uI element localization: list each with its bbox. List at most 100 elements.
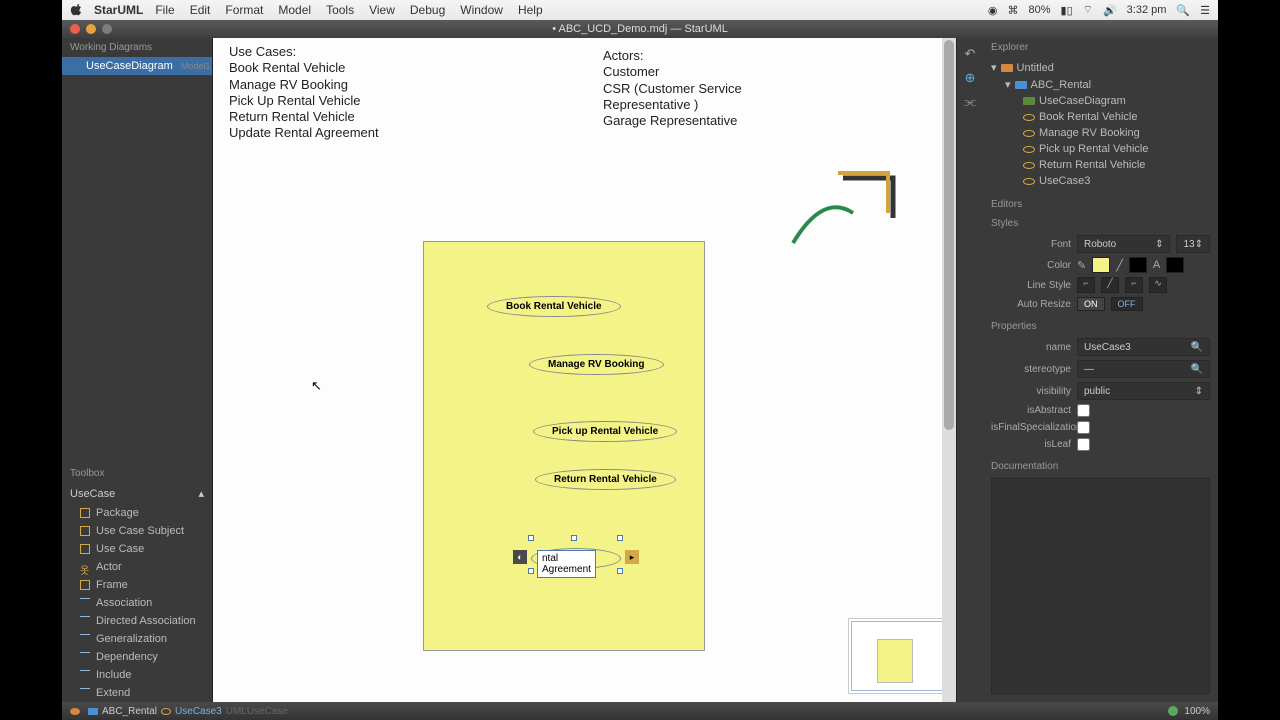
- toolbox-item-label: Include: [96, 669, 131, 681]
- usecase-node[interactable]: Pick up Rental Vehicle: [533, 421, 677, 442]
- toolbox-category[interactable]: UseCase ▴: [62, 483, 212, 504]
- line-color[interactable]: [1129, 257, 1147, 273]
- prop-abs-label: isAbstract: [991, 405, 1071, 416]
- working-diagram-suffix: Model1: [181, 61, 211, 71]
- model-icon: [1015, 81, 1027, 89]
- explorer-item-label: UseCase3: [1039, 175, 1090, 187]
- editing-text[interactable]: ntal Agreement: [537, 550, 596, 578]
- prop-name-input[interactable]: UseCase3🔍: [1077, 338, 1210, 356]
- toolbox-item-icon: 옷: [80, 562, 90, 572]
- line-color-icon[interactable]: ╱: [1116, 259, 1123, 272]
- vertical-scrollbar[interactable]: [942, 38, 956, 702]
- breadcrumb[interactable]: ABC_Rental UseCase3 UMLUseCase: [88, 706, 288, 717]
- prop-stereo-input[interactable]: —🔍: [1077, 360, 1210, 378]
- minimap[interactable]: [848, 618, 948, 694]
- linestyle-2[interactable]: ╱: [1101, 277, 1119, 293]
- toolbox-item-icon: [80, 526, 90, 536]
- explorer-usecase[interactable]: Pick up Rental Vehicle: [983, 141, 1218, 157]
- toolbox-item[interactable]: 옷Actor: [62, 558, 212, 576]
- autoresize-on[interactable]: ON: [1077, 297, 1105, 311]
- usecase-node[interactable]: Book Rental Vehicle: [487, 296, 621, 317]
- toolbox-item[interactable]: Dependency: [62, 648, 212, 666]
- linestyle-4[interactable]: ∿: [1149, 277, 1167, 293]
- explorer-usecase[interactable]: Book Rental Vehicle: [983, 109, 1218, 125]
- toolbox-item-icon: [80, 580, 90, 590]
- prop-final-check[interactable]: [1077, 421, 1090, 434]
- zoom-level[interactable]: 100%: [1184, 706, 1210, 717]
- toolbox-item-icon: [80, 508, 90, 518]
- menu-edit[interactable]: Edit: [190, 3, 211, 17]
- fontsize-select[interactable]: 13⇕: [1176, 235, 1210, 253]
- diagram-icon: [1023, 97, 1035, 105]
- usecase-node[interactable]: Return Rental Vehicle: [535, 469, 676, 490]
- menu-format[interactable]: Format: [225, 3, 263, 17]
- toolbox-item[interactable]: Extend: [62, 684, 212, 702]
- prop-leaf-check[interactable]: [1077, 438, 1090, 451]
- crumb-uc-icon: [161, 708, 171, 715]
- toolbox-item-label: Extend: [96, 687, 130, 699]
- eyedropper-icon[interactable]: ✎: [1077, 259, 1086, 272]
- collapse-icon: ▴: [198, 487, 204, 500]
- toolbox-item[interactable]: Package: [62, 504, 212, 522]
- text-color-icon[interactable]: A: [1153, 259, 1160, 271]
- usecase-node[interactable]: Manage RV Booking: [529, 354, 664, 375]
- share-icon[interactable]: ⫘: [962, 94, 978, 110]
- titlebar: • ABC_UCD_Demo.mdj — StarUML: [62, 20, 1218, 38]
- canvas[interactable]: Use Cases: Book Rental Vehicle Manage RV…: [212, 38, 957, 702]
- editors-header: Editors: [983, 195, 1218, 214]
- prop-name-label: name: [991, 342, 1071, 353]
- target-icon[interactable]: ⊕: [962, 70, 978, 86]
- status-icon1: [70, 708, 80, 715]
- toolbox-item-icon: [80, 634, 90, 644]
- menu-view[interactable]: View: [369, 3, 395, 17]
- exp-model[interactable]: ▾ ABC_Rental: [983, 76, 1218, 93]
- wifi-icon: ⌔: [1083, 3, 1093, 17]
- fill-color[interactable]: [1092, 257, 1110, 273]
- battery-icon: ▮▯: [1061, 4, 1073, 17]
- toolbox-item[interactable]: Include: [62, 666, 212, 684]
- linestyle-1[interactable]: ⌐: [1077, 277, 1095, 293]
- menu-tools[interactable]: Tools: [326, 3, 354, 17]
- exp-diagram[interactable]: UseCaseDiagram: [983, 93, 1218, 109]
- explorer-usecase[interactable]: UseCase3: [983, 173, 1218, 189]
- toolbox-item[interactable]: Use Case Subject: [62, 522, 212, 540]
- handle-right-icon[interactable]: ▸: [625, 550, 639, 564]
- text-color[interactable]: [1166, 257, 1184, 273]
- app-window: • ABC_UCD_Demo.mdj — StarUML Working Dia…: [62, 20, 1218, 720]
- toolbox-item[interactable]: Use Case: [62, 540, 212, 558]
- handle-left-icon[interactable]: ◐: [513, 550, 527, 564]
- undo-icon[interactable]: ↶: [962, 46, 978, 62]
- vertical-toolbar: ↶ ⊕ ⫘: [957, 38, 983, 702]
- menu-help[interactable]: Help: [518, 3, 543, 17]
- explorer-item-label: Return Rental Vehicle: [1039, 159, 1145, 171]
- menu-model[interactable]: Model: [278, 3, 311, 17]
- actors-text: Actors: Customer CSR (Customer Service R…: [603, 48, 742, 129]
- toolbox-item[interactable]: Frame: [62, 576, 212, 594]
- explorer-usecase[interactable]: Manage RV Booking: [983, 125, 1218, 141]
- toolbox-item[interactable]: Association: [62, 594, 212, 612]
- crumb-model-icon: [88, 708, 98, 715]
- notification-icon[interactable]: ☰: [1200, 4, 1210, 17]
- toolbox-item[interactable]: Generalization: [62, 630, 212, 648]
- left-panel: Working Diagrams UseCaseDiagram Model1 T…: [62, 38, 212, 702]
- menu-debug[interactable]: Debug: [410, 3, 445, 17]
- linestyle-3[interactable]: ⌐: [1125, 277, 1143, 293]
- toolbox-item-label: Association: [96, 597, 152, 609]
- toolbox-item-label: Frame: [96, 579, 128, 591]
- toolbox-item[interactable]: Directed Association: [62, 612, 212, 630]
- menu-window[interactable]: Window: [460, 3, 503, 17]
- apple-icon: [70, 3, 84, 17]
- prop-vis-select[interactable]: public⇕: [1077, 382, 1210, 400]
- spotlight-icon[interactable]: 🔍: [1176, 4, 1190, 17]
- mouse-cursor: ↖: [311, 378, 322, 394]
- toolbox-item-label: Package: [96, 507, 139, 519]
- exp-root[interactable]: ▾ Untitled: [983, 59, 1218, 76]
- autoresize-off[interactable]: OFF: [1111, 297, 1143, 311]
- menu-file[interactable]: File: [155, 3, 174, 17]
- explorer-usecase[interactable]: Return Rental Vehicle: [983, 157, 1218, 173]
- prop-abs-check[interactable]: [1077, 404, 1090, 417]
- usecase-icon: [1023, 162, 1035, 169]
- font-select[interactable]: Roboto⇕: [1077, 235, 1170, 253]
- working-diagram-item[interactable]: UseCaseDiagram Model1: [62, 57, 212, 75]
- doc-textarea[interactable]: [991, 478, 1210, 694]
